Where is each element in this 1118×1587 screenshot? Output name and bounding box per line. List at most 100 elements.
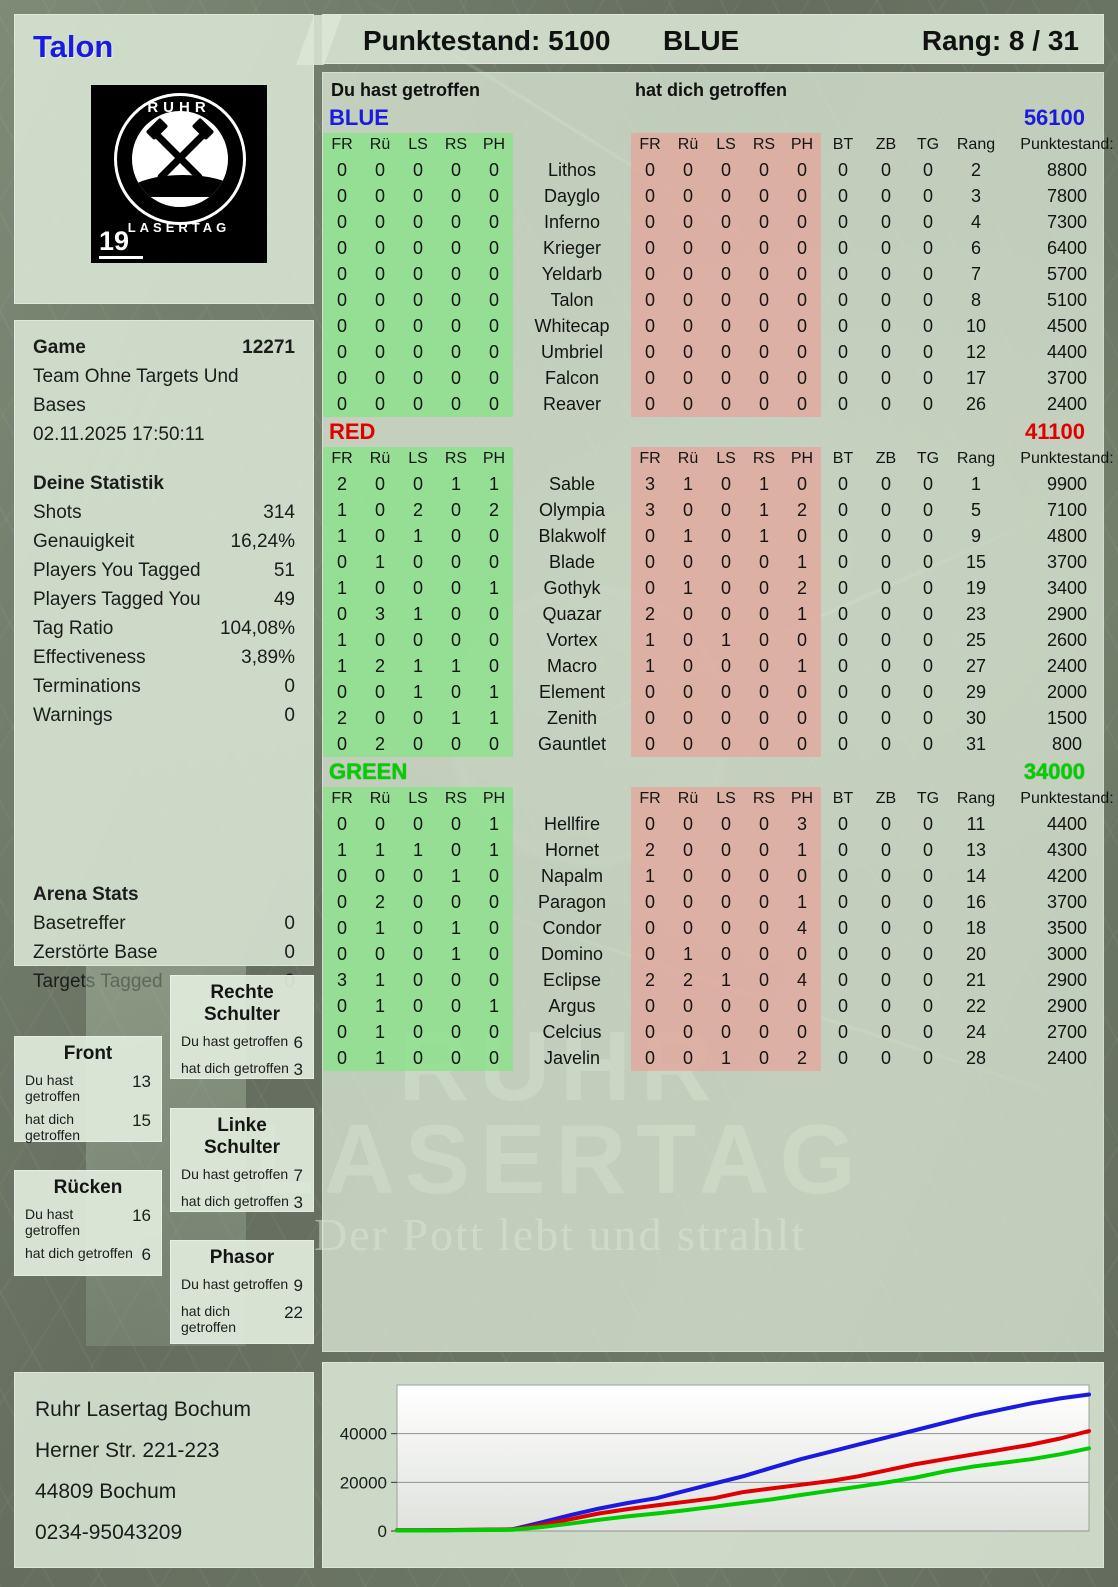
cell-hit: 1 <box>399 837 437 863</box>
cell-got-hit: 0 <box>631 287 669 313</box>
cell-hit: 0 <box>323 889 361 915</box>
cell-got-hit: 0 <box>745 235 783 261</box>
cell-got-hit: 0 <box>783 313 821 339</box>
cell-hit: 2 <box>361 653 399 679</box>
table-row[interactable]: 1 0 0 0 0 Vortex 1 0 1 0 0 0 0 0 25 2600 <box>323 627 1118 653</box>
table-row[interactable]: 0 1 0 0 0 Javelin 0 0 1 0 2 0 0 0 28 2400 <box>323 1045 1118 1071</box>
col-header-hit-Rü: Rü <box>361 133 399 157</box>
cell-got-hit: 0 <box>707 549 745 575</box>
col-header-Rang: Rang <box>956 450 996 467</box>
table-row[interactable]: 0 0 0 0 0 Yeldarb 0 0 0 0 0 0 0 0 7 5700 <box>323 261 1118 287</box>
player-name: Lithos <box>547 159 597 180</box>
table-row[interactable]: 0 0 1 0 1 Element 0 0 0 0 0 0 0 0 29 2000 <box>323 679 1118 705</box>
table-row[interactable]: 0 0 0 0 1 Hellfire 0 0 0 0 3 0 0 0 11 4400 <box>323 811 1118 837</box>
cell-BT: 0 <box>837 551 848 572</box>
cell-score: 3700 <box>1046 367 1088 388</box>
table-row[interactable]: 2 0 0 1 1 Zenith 0 0 0 0 0 0 0 0 30 1500 <box>323 705 1118 731</box>
table-row[interactable]: 0 0 0 1 0 Domino 0 1 0 0 0 0 0 0 20 3000 <box>323 941 1118 967</box>
cell-BT: 0 <box>837 237 848 258</box>
table-row[interactable]: 0 3 1 0 0 Quazar 2 0 0 0 1 0 0 0 23 2900 <box>323 601 1118 627</box>
cell-got-hit: 2 <box>783 575 821 601</box>
cell-hit: 0 <box>399 1045 437 1071</box>
table-row[interactable]: 0 0 0 0 0 Krieger 0 0 0 0 0 0 0 0 6 6400 <box>323 235 1118 261</box>
hit-you-header: hat dich getroffen <box>635 80 787 100</box>
cell-hit: 2 <box>361 731 399 757</box>
cell-got-hit: 0 <box>631 157 669 183</box>
col-header-hit-LS: LS <box>399 447 437 471</box>
cell-ZB: 0 <box>880 891 891 912</box>
cell-hit: 0 <box>475 365 513 391</box>
table-row[interactable]: 0 1 0 1 0 Condor 0 0 0 0 4 0 0 0 18 3500 <box>323 915 1118 941</box>
table-row[interactable]: 2 0 0 1 1 Sable 3 1 0 1 0 0 0 0 1 9900 <box>323 471 1118 497</box>
table-row[interactable]: 1 0 0 0 1 Gothyk 0 1 0 0 2 0 0 0 19 3400 <box>323 575 1118 601</box>
cell-hit: 0 <box>437 811 475 837</box>
table-row[interactable]: 0 0 0 0 0 Lithos 0 0 0 0 0 0 0 0 2 8800 <box>323 157 1118 183</box>
y-axis-tick-label: 40000 <box>340 1425 387 1444</box>
table-row[interactable]: 1 0 2 0 2 Olympia 3 0 0 1 2 0 0 0 5 7100 <box>323 497 1118 523</box>
table-row[interactable]: 0 0 0 0 0 Inferno 0 0 0 0 0 0 0 0 4 7300 <box>323 209 1118 235</box>
cell-BT: 0 <box>837 263 848 284</box>
table-row[interactable]: 0 0 0 0 0 Reaver 0 0 0 0 0 0 0 0 26 2400 <box>323 391 1118 417</box>
cell-got-hit: 0 <box>631 575 669 601</box>
cell-hit: 0 <box>399 863 437 889</box>
bodypart-title: Rechte Schulter <box>203 982 281 1025</box>
cell-ZB: 0 <box>880 1021 891 1042</box>
table-row[interactable]: 3 1 0 0 0 Eclipse 2 2 1 0 4 0 0 0 21 2900 <box>323 967 1118 993</box>
cell-hit: 0 <box>399 941 437 967</box>
stat-row: Warnings 0 <box>33 701 295 730</box>
cell-got-hit: 0 <box>669 601 707 627</box>
cell-got-hit: 1 <box>669 523 707 549</box>
table-row[interactable]: 0 0 0 0 0 Talon 0 0 0 0 0 0 0 0 8 5100 <box>323 287 1118 313</box>
cell-got-hit: 0 <box>707 679 745 705</box>
cell-hit: 0 <box>361 365 399 391</box>
cell-got-hit: 0 <box>745 993 783 1019</box>
table-row[interactable]: 1 2 1 1 0 Macro 1 0 0 0 1 0 0 0 27 2400 <box>323 653 1118 679</box>
cell-got-hit: 0 <box>745 967 783 993</box>
col-header-hit-Rü: Rü <box>361 787 399 811</box>
cell-got-hit: 0 <box>707 497 745 523</box>
table-row[interactable]: 0 2 0 0 0 Gauntlet 0 0 0 0 0 0 0 0 31 800 <box>323 731 1118 757</box>
player-name: Talon <box>550 289 594 310</box>
table-row[interactable]: 0 0 0 0 0 Whitecap 0 0 0 0 0 0 0 0 10 4500 <box>323 313 1118 339</box>
stat-value: 51 <box>273 560 295 581</box>
player-name: Zenith <box>546 707 598 728</box>
hit-value: 7 <box>293 1166 303 1185</box>
cell-ZB: 0 <box>880 499 891 520</box>
cell-BT: 0 <box>837 865 848 886</box>
cell-hit: 2 <box>399 497 437 523</box>
cell-ZB: 0 <box>880 813 891 834</box>
table-row[interactable]: 0 2 0 0 0 Paragon 0 0 0 0 1 0 0 0 16 3700 <box>323 889 1118 915</box>
table-row[interactable]: 1 0 1 0 0 Blakwolf 0 1 0 1 0 0 0 0 9 4800 <box>323 523 1118 549</box>
cell-ZB: 0 <box>880 707 891 728</box>
cell-hit: 3 <box>323 967 361 993</box>
table-row[interactable]: 0 1 0 0 0 Celcius 0 0 0 0 0 0 0 0 24 2700 <box>323 1019 1118 1045</box>
cell-BT: 0 <box>837 839 848 860</box>
table-row[interactable]: 0 1 0 0 1 Argus 0 0 0 0 0 0 0 0 22 2900 <box>323 993 1118 1019</box>
cell-hit: 0 <box>361 471 399 497</box>
table-row[interactable]: 1 1 1 0 1 Hornet 2 0 0 0 1 0 0 0 13 4300 <box>323 837 1118 863</box>
game-mode: Team Ohne Targets Und Bases <box>33 366 239 416</box>
table-row[interactable]: 0 0 0 0 0 Umbriel 0 0 0 0 0 0 0 0 12 4400 <box>323 339 1118 365</box>
cell-got-hit: 0 <box>669 497 707 523</box>
cell-got-hit: 0 <box>745 575 783 601</box>
table-row[interactable]: 0 0 0 0 0 Falcon 0 0 0 0 0 0 0 0 17 3700 <box>323 365 1118 391</box>
cell-hit: 0 <box>361 627 399 653</box>
cell-got-hit: 0 <box>745 863 783 889</box>
player-name: Yeldarb <box>541 263 603 284</box>
cell-hit: 0 <box>323 157 361 183</box>
cell-hit: 1 <box>475 471 513 497</box>
table-row[interactable]: 0 0 0 1 0 Napalm 1 0 0 0 0 0 0 0 14 4200 <box>323 863 1118 889</box>
cell-hit: 0 <box>437 523 475 549</box>
team-table: FR Rü LS RS PH FR Rü LS RS PH BT ZB TG Rang Punktestan… <box>323 787 1118 1071</box>
table-row[interactable]: 0 1 0 0 0 Blade 0 0 0 0 1 0 0 0 15 3700 <box>323 549 1118 575</box>
cell-BT: 0 <box>837 159 848 180</box>
stat-value: 49 <box>273 589 295 610</box>
cell-got-hit: 1 <box>707 1045 745 1071</box>
cell-hit: 2 <box>323 471 361 497</box>
cell-hit: 0 <box>475 183 513 209</box>
col-header-score: Punktestand: <box>1020 136 1114 153</box>
table-row[interactable]: 0 0 0 0 0 Dayglo 0 0 0 0 0 0 0 0 3 7800 <box>323 183 1118 209</box>
cell-hit: 0 <box>475 235 513 261</box>
cell-hit: 0 <box>323 811 361 837</box>
cell-hit: 0 <box>323 287 361 313</box>
